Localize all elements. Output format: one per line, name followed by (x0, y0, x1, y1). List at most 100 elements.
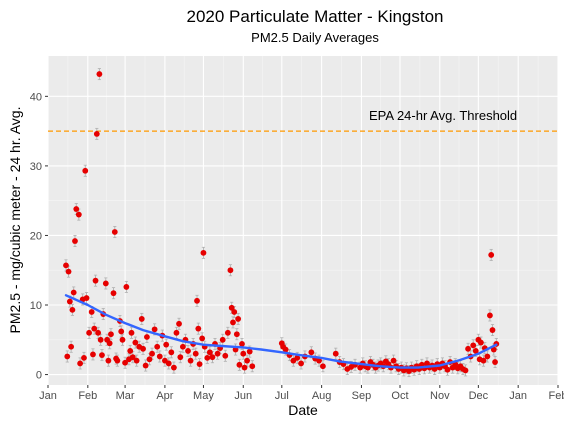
data-point (81, 354, 87, 361)
y-axis-ticks: 0 10 20 30 40 (30, 91, 48, 382)
data-point (97, 336, 104, 343)
y-tick-label: 10 (30, 300, 42, 312)
data-point (168, 349, 175, 356)
data-point (90, 351, 96, 358)
data-point (320, 363, 326, 370)
x-tick-label: Sep (352, 390, 372, 402)
chart-title: 2020 Particulate Matter - Kingston (186, 7, 443, 26)
data-point (294, 354, 301, 361)
data-point (123, 284, 130, 290)
data-point (70, 289, 77, 296)
x-axis-label: Date (288, 402, 318, 418)
data-point (240, 350, 247, 357)
data-point (231, 309, 238, 315)
data-point (298, 360, 304, 367)
data-point (114, 357, 121, 364)
x-tick-label: Oct (391, 390, 408, 402)
x-tick-label: Apr (156, 390, 173, 402)
data-point (487, 312, 493, 319)
data-point (196, 361, 203, 368)
data-point (492, 359, 498, 365)
data-point (246, 348, 253, 355)
data-point (192, 350, 199, 357)
data-point (165, 360, 172, 367)
data-point (92, 277, 99, 284)
data-point (140, 345, 146, 352)
data-point (209, 354, 216, 361)
data-point (230, 319, 236, 326)
data-point (235, 316, 242, 322)
x-axis-ticks: Jan Feb Mar Apr May Jun Jul Aug Sep Oct Nov Dec Jan F… (39, 385, 564, 402)
data-point (95, 329, 102, 336)
data-point (239, 341, 245, 347)
data-point (106, 340, 113, 347)
data-point (241, 364, 248, 371)
data-point (75, 211, 82, 218)
x-tick-label: May (193, 390, 214, 402)
data-point (214, 350, 221, 357)
data-point (316, 357, 322, 364)
y-tick-label: 30 (30, 161, 42, 173)
data-point (222, 352, 229, 359)
x-tick-label: Jun (234, 390, 252, 402)
data-point (462, 367, 469, 374)
data-point (227, 267, 234, 274)
data-point (108, 331, 114, 338)
data-point (332, 350, 339, 357)
data-point (73, 206, 80, 212)
data-point (65, 268, 72, 275)
data-point (390, 357, 397, 364)
data-point (194, 297, 200, 304)
data-point (93, 131, 100, 137)
data-point (484, 353, 491, 360)
y-tick-label: 20 (30, 230, 42, 242)
data-point (119, 336, 126, 343)
data-point (470, 342, 477, 349)
data-point (478, 339, 484, 346)
data-point (96, 71, 103, 77)
data-point (200, 249, 207, 256)
data-point (179, 343, 186, 350)
data-point (236, 361, 243, 368)
x-tick-label: Jul (275, 390, 289, 402)
chart-subtitle: PM2.5 Daily Averages (251, 30, 379, 45)
x-tick-label: Jan (39, 390, 57, 402)
data-point (111, 229, 118, 235)
data-point (128, 329, 135, 336)
data-point (63, 262, 69, 269)
data-point (144, 334, 150, 340)
data-points (63, 71, 500, 374)
data-point (133, 357, 140, 364)
threshold-label: EPA 24-hr Avg. Threshold (369, 108, 517, 123)
data-point (219, 336, 226, 343)
data-point (431, 366, 438, 372)
data-point (444, 366, 451, 373)
data-point (185, 348, 191, 354)
x-tick-label: Feb (549, 390, 564, 402)
data-point (129, 354, 136, 361)
data-point (282, 346, 289, 353)
data-point (102, 280, 109, 287)
trend-layer (64, 294, 498, 369)
x-tick-label: Jan (509, 390, 527, 402)
x-tick-label: Dec (469, 390, 489, 402)
data-point (308, 349, 315, 356)
data-point (249, 363, 256, 370)
data-point (99, 352, 105, 358)
data-point (480, 357, 487, 364)
x-tick-label: Mar (116, 390, 135, 402)
y-axis-label: PM2.5 - mg/cubic meter - 24 hr. Avg. (7, 107, 23, 334)
x-tick-label: Nov (430, 390, 450, 402)
data-point (151, 326, 158, 333)
x-tick-label: Feb (78, 390, 97, 402)
data-point (77, 360, 84, 367)
data-point (163, 341, 170, 348)
data-point (72, 238, 78, 244)
data-point (66, 298, 73, 305)
data-point (228, 304, 235, 311)
data-point (138, 316, 145, 322)
data-point (82, 167, 89, 174)
data-point (199, 335, 206, 342)
